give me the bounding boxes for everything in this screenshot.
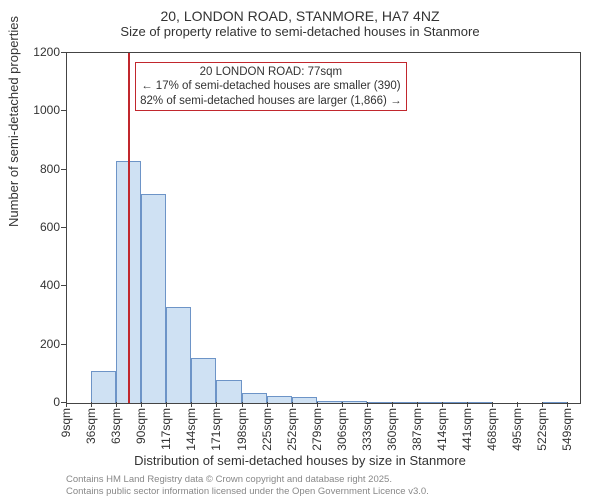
x-tick-label: 225sqm — [260, 408, 274, 451]
histogram-bar — [292, 397, 317, 403]
x-tick-label: 63sqm — [109, 408, 123, 444]
chart-plot-area: 20 LONDON ROAD: 77sqm← 17% of semi-detac… — [66, 52, 581, 404]
x-tick-mark — [342, 402, 343, 407]
histogram-bar — [342, 401, 367, 403]
attribution-line: Contains public sector information licen… — [66, 486, 429, 497]
x-tick-label: 495sqm — [510, 408, 524, 451]
chart-title-line2: Size of property relative to semi-detach… — [0, 24, 600, 39]
callout-line: ← 17% of semi-detached houses are smalle… — [140, 79, 401, 93]
x-tick-mark — [116, 402, 117, 407]
x-tick-mark — [242, 402, 243, 407]
x-tick-mark — [542, 402, 543, 407]
histogram-bar — [91, 371, 116, 403]
y-axis-title: Number of semi-detached properties — [6, 16, 21, 227]
y-tick-label: 200 — [40, 337, 60, 351]
x-axis-title: Distribution of semi-detached houses by … — [0, 453, 600, 468]
histogram-bar — [166, 307, 191, 403]
histogram-bar — [242, 393, 267, 403]
chart-title-line1: 20, LONDON ROAD, STANMORE, HA7 4NZ — [0, 8, 600, 24]
histogram-bar — [367, 402, 392, 403]
histogram-bar — [317, 401, 342, 403]
callout-line: 82% of semi-detached houses are larger (… — [140, 94, 401, 108]
histogram-bar — [191, 358, 216, 403]
y-tick-label: 1000 — [33, 103, 60, 117]
x-tick-label: 360sqm — [385, 408, 399, 451]
x-tick-label: 522sqm — [535, 408, 549, 451]
y-tick-label: 1200 — [33, 45, 60, 59]
x-tick-label: 117sqm — [159, 408, 173, 450]
attribution-line: Contains HM Land Registry data © Crown c… — [66, 474, 429, 485]
histogram-bar — [267, 396, 292, 403]
y-tick-mark — [61, 344, 66, 345]
histogram-bar — [467, 402, 492, 403]
callout-line: 20 LONDON ROAD: 77sqm — [140, 65, 401, 79]
x-tick-mark — [467, 402, 468, 407]
y-tick-mark — [61, 169, 66, 170]
histogram-bar — [417, 402, 442, 403]
callout-box: 20 LONDON ROAD: 77sqm← 17% of semi-detac… — [135, 62, 406, 111]
x-tick-mark — [66, 402, 67, 407]
histogram-bar — [216, 380, 241, 403]
x-tick-mark — [141, 402, 142, 407]
x-tick-label: 333sqm — [360, 408, 374, 451]
y-tick-label: 800 — [40, 162, 60, 176]
x-tick-mark — [367, 402, 368, 407]
histogram-bar — [141, 194, 166, 403]
x-tick-mark — [166, 402, 167, 407]
y-tick-mark — [61, 110, 66, 111]
x-tick-label: 36sqm — [84, 408, 98, 444]
x-tick-label: 171sqm — [209, 408, 223, 451]
x-tick-mark — [492, 402, 493, 407]
x-tick-label: 414sqm — [435, 408, 449, 451]
x-tick-mark — [191, 402, 192, 407]
x-tick-mark — [216, 402, 217, 407]
attribution-text: Contains HM Land Registry data © Crown c… — [66, 474, 429, 497]
x-tick-mark — [91, 402, 92, 407]
x-tick-mark — [442, 402, 443, 407]
x-tick-label: 387sqm — [410, 408, 424, 451]
y-tick-mark — [61, 227, 66, 228]
x-tick-label: 279sqm — [310, 408, 324, 451]
x-tick-label: 441sqm — [460, 408, 474, 451]
x-tick-label: 9sqm — [59, 408, 73, 437]
x-tick-label: 144sqm — [184, 408, 198, 451]
y-tick-mark — [61, 52, 66, 53]
histogram-bar — [392, 402, 417, 403]
x-tick-label: 252sqm — [285, 408, 299, 451]
x-tick-mark — [417, 402, 418, 407]
y-tick-label: 600 — [40, 220, 60, 234]
x-tick-mark — [517, 402, 518, 407]
x-tick-label: 198sqm — [235, 408, 249, 451]
x-tick-label: 90sqm — [134, 408, 148, 444]
x-tick-mark — [567, 402, 568, 407]
reference-line — [128, 53, 130, 403]
x-tick-mark — [292, 402, 293, 407]
y-tick-mark — [61, 285, 66, 286]
x-tick-label: 549sqm — [560, 408, 574, 451]
x-tick-mark — [267, 402, 268, 407]
y-tick-label: 400 — [40, 278, 60, 292]
histogram-bar — [542, 402, 567, 403]
x-tick-label: 468sqm — [485, 408, 499, 451]
x-tick-mark — [392, 402, 393, 407]
x-tick-label: 306sqm — [335, 408, 349, 451]
y-tick-label: 0 — [53, 395, 60, 409]
histogram-bar — [442, 402, 467, 403]
x-tick-mark — [317, 402, 318, 407]
